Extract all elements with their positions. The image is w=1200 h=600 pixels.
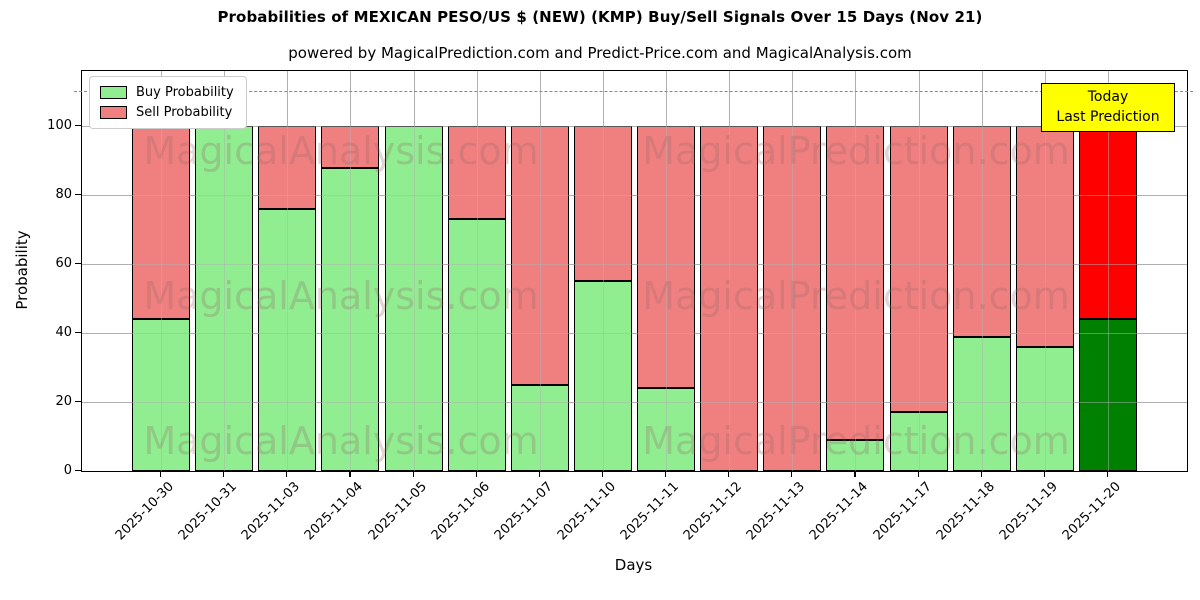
today-annotation-line1: Today — [1087, 89, 1129, 105]
x-tick-label: 2025-11-11 — [617, 479, 682, 544]
x-tick-mark — [412, 471, 414, 477]
y-tick-mark — [75, 470, 81, 472]
x-tick-label: 2025-11-07 — [491, 479, 556, 544]
x-tick-mark — [728, 471, 730, 477]
v-gridline — [539, 71, 541, 471]
x-tick-label: 2025-10-31 — [175, 479, 240, 544]
y-tick-label: 40 — [55, 324, 72, 340]
v-gridline — [918, 71, 920, 471]
chart-title: Probabilities of MEXICAN PESO/US $ (NEW)… — [217, 8, 983, 26]
v-gridline — [1044, 71, 1046, 471]
x-tick-mark — [160, 471, 162, 477]
plot-area: MagicalAnalysis.com MagicalPrediction.com… — [81, 70, 1188, 472]
x-tick-mark — [1107, 471, 1109, 477]
y-tick-label: 20 — [55, 393, 72, 409]
watermark-prediction: MagicalPrediction.com — [642, 274, 1070, 318]
y-tick-label: 100 — [47, 117, 72, 133]
x-tick-label: 2025-11-10 — [554, 479, 619, 544]
x-tick-label: 2025-11-18 — [933, 479, 998, 544]
threshold-dashed-line — [74, 90, 1193, 92]
v-gridline — [981, 71, 983, 471]
x-tick-label: 2025-11-19 — [996, 479, 1061, 544]
x-tick-label: 2025-10-30 — [112, 479, 177, 544]
v-gridline — [476, 71, 478, 471]
x-tick-mark — [665, 471, 667, 477]
legend-label-sell: Sell Probability — [136, 105, 233, 120]
x-tick-label: 2025-11-06 — [428, 479, 493, 544]
v-gridline — [287, 71, 289, 471]
x-tick-label: 2025-11-17 — [870, 479, 935, 544]
legend-swatch-buy-icon — [100, 86, 127, 99]
v-gridline — [350, 71, 352, 471]
x-tick-mark — [854, 471, 856, 477]
v-gridline — [413, 71, 415, 471]
y-tick-label: 0 — [63, 462, 72, 478]
y-tick-mark — [75, 125, 81, 127]
v-gridline — [855, 71, 857, 471]
y-tick-mark — [75, 401, 81, 403]
x-tick-label: 2025-11-12 — [681, 479, 746, 544]
legend-item-sell: Sell Probability — [100, 106, 234, 119]
x-tick-mark — [349, 471, 351, 477]
y-axis-label: Probability — [13, 230, 31, 310]
watermark-prediction: MagicalPrediction.com — [642, 419, 1070, 463]
h-gridline — [82, 264, 1187, 266]
legend-item-buy: Buy Probability — [100, 86, 234, 99]
x-tick-mark — [601, 471, 604, 477]
x-tick-mark — [286, 471, 288, 477]
y-tick-label: 60 — [55, 255, 72, 271]
h-gridline — [82, 333, 1187, 335]
x-tick-mark — [223, 471, 225, 477]
legend: Buy Probability Sell Probability — [89, 76, 247, 129]
x-tick-mark — [475, 471, 477, 477]
v-gridline — [666, 71, 667, 471]
x-tick-label: 2025-11-13 — [744, 479, 809, 544]
watermark-analysis: MagicalAnalysis.com — [143, 129, 539, 173]
x-tick-label: 2025-11-20 — [1059, 479, 1124, 544]
gridline-overlay-layer — [82, 71, 1187, 471]
v-gridline — [161, 71, 162, 471]
x-axis-label: Days — [614, 556, 653, 574]
v-gridline — [1108, 71, 1109, 471]
x-tick-label: 2025-11-03 — [239, 479, 304, 544]
x-tick-mark — [980, 471, 982, 477]
v-gridline — [602, 71, 604, 471]
y-tick-label: 80 — [55, 186, 72, 202]
today-annotation: Today Last Prediction — [1041, 83, 1175, 132]
v-gridline — [792, 71, 794, 471]
y-tick-mark — [75, 194, 81, 196]
h-gridline — [82, 195, 1187, 197]
legend-swatch-sell-icon — [100, 106, 127, 119]
legend-label-buy: Buy Probability — [136, 85, 234, 100]
chart-subtitle: powered by MagicalPrediction.com and Pre… — [288, 44, 912, 62]
x-tick-label: 2025-11-05 — [365, 479, 430, 544]
today-annotation-line2: Last Prediction — [1056, 109, 1160, 126]
y-tick-mark — [75, 332, 81, 334]
v-gridline — [224, 71, 226, 471]
watermark-prediction: MagicalPrediction.com — [642, 129, 1070, 173]
h-gridline — [82, 402, 1187, 403]
x-tick-mark — [538, 471, 540, 477]
x-tick-label: 2025-11-14 — [807, 479, 872, 544]
h-gridline — [82, 126, 1187, 128]
x-tick-label: 2025-11-04 — [302, 479, 367, 544]
x-tick-mark — [1043, 471, 1045, 477]
watermark-analysis: MagicalAnalysis.com — [143, 419, 539, 463]
watermark-analysis: MagicalAnalysis.com — [143, 274, 539, 318]
x-tick-mark — [917, 471, 919, 477]
y-tick-mark — [75, 263, 81, 265]
v-gridline — [729, 71, 731, 471]
watermark-layer: MagicalAnalysis.com MagicalPrediction.com… — [82, 71, 1187, 471]
x-tick-mark — [791, 471, 793, 477]
